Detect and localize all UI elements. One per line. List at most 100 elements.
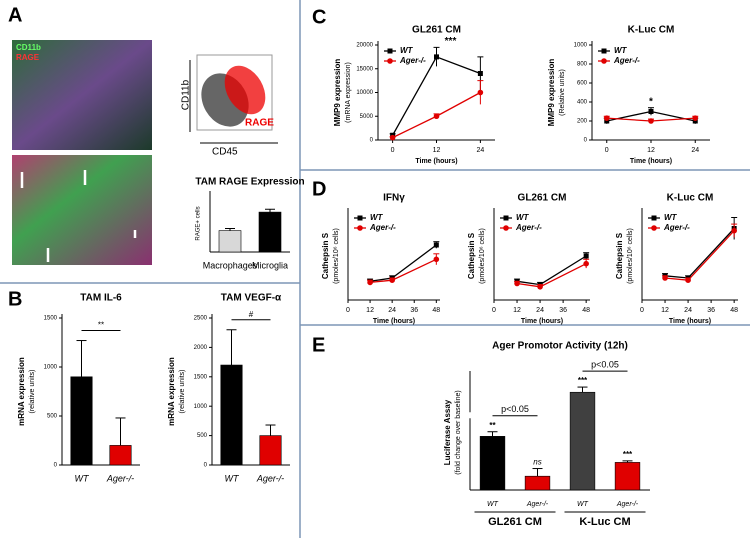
x-tick-label: 48 bbox=[582, 307, 590, 314]
chart-title: Ager Promotor Activity (12h) bbox=[492, 341, 628, 352]
chart-title: K-Luc CM bbox=[667, 193, 714, 204]
x-tick-label: 0 bbox=[492, 307, 496, 314]
y-tick-label: 0 bbox=[584, 138, 588, 144]
series-line bbox=[370, 258, 437, 284]
legend-marker bbox=[357, 225, 363, 231]
y-tick-label: 0 bbox=[204, 463, 208, 469]
series-line bbox=[664, 228, 735, 279]
bar bbox=[109, 445, 132, 466]
y-tick-label: 500 bbox=[197, 433, 208, 439]
y-tick-label: 1500 bbox=[44, 316, 58, 322]
x-tick-label: 24 bbox=[476, 147, 484, 154]
y-tick-label: 0 bbox=[370, 138, 374, 144]
flow-xlabel: CD45 bbox=[212, 147, 238, 158]
bar bbox=[220, 364, 243, 466]
y-axis-label: Luciferase Assay bbox=[443, 399, 452, 465]
bar bbox=[218, 230, 242, 253]
panel-label: E bbox=[312, 334, 325, 356]
x-tick-label: 24 bbox=[691, 147, 699, 154]
x-axis-label: Time (hours) bbox=[415, 158, 457, 165]
x-tick-label: WT bbox=[225, 473, 240, 483]
chart-title: IFNγ bbox=[383, 193, 405, 204]
series-line bbox=[369, 244, 437, 282]
panel-label: A bbox=[8, 4, 22, 26]
legend-label: WT bbox=[664, 213, 678, 222]
flow-plot bbox=[189, 54, 278, 144]
y-tick-label: 1000 bbox=[194, 404, 208, 410]
y-axis-label: (pmoles/10⁶ cells) bbox=[479, 228, 486, 284]
x-tick-label: 36 bbox=[410, 307, 418, 314]
group-label: GL261 CM bbox=[488, 516, 542, 528]
x-tick-label: Ager-/- bbox=[256, 473, 284, 483]
marker bbox=[583, 260, 589, 267]
x-tick-label: 24 bbox=[388, 307, 396, 314]
y-tick-label: 600 bbox=[577, 81, 588, 87]
legend-marker bbox=[601, 48, 607, 54]
legend-label: Ager-/- bbox=[515, 223, 542, 232]
y-axis-label: (pmoles/10⁶ cells) bbox=[627, 228, 634, 284]
chart-title: TAM RAGE Expression bbox=[195, 177, 304, 188]
x-tick-label: Ager-/- bbox=[526, 501, 549, 508]
y-axis-label: (relative units) bbox=[29, 370, 36, 414]
x-tick-label: Microglia bbox=[252, 260, 288, 270]
x-tick-label: 12 bbox=[513, 307, 521, 314]
marker bbox=[434, 54, 439, 60]
chart-title: TAM IL-6 bbox=[80, 293, 122, 304]
x-tick-label: 12 bbox=[647, 147, 655, 154]
chart-title: K-Luc CM bbox=[628, 25, 675, 36]
y-tick-label: 20000 bbox=[356, 43, 373, 49]
panel-label: C bbox=[312, 6, 326, 28]
marker bbox=[604, 118, 610, 124]
marker bbox=[731, 227, 737, 234]
stain-label: CD11b bbox=[16, 43, 41, 52]
bar bbox=[479, 436, 506, 491]
x-tick-label: 12 bbox=[366, 307, 374, 314]
y-axis-label: (Relative units) bbox=[559, 69, 566, 116]
x-tick-label: Ager-/- bbox=[106, 473, 134, 483]
legend-label: WT bbox=[614, 46, 628, 55]
significance-mark: *** bbox=[578, 376, 588, 385]
y-axis-label: Cathepsin S bbox=[467, 232, 476, 279]
x-tick-label: 48 bbox=[730, 307, 738, 314]
marker bbox=[583, 253, 589, 259]
significance-label: p<0.05 bbox=[591, 359, 619, 369]
marker bbox=[648, 109, 654, 114]
y-axis-label: MMP9 expression bbox=[547, 59, 556, 127]
y-axis-label: (mRNA expression) bbox=[345, 62, 352, 123]
x-tick-label: 24 bbox=[536, 307, 544, 314]
y-tick-label: 800 bbox=[577, 62, 588, 68]
x-axis-label: Time (hours) bbox=[669, 318, 711, 325]
marker bbox=[433, 113, 440, 120]
y-tick-label: 10000 bbox=[356, 90, 373, 96]
legend-label: WT bbox=[400, 46, 414, 55]
y-tick-label: 15000 bbox=[356, 66, 373, 72]
marker bbox=[389, 134, 396, 141]
y-tick-label: 1000 bbox=[574, 43, 588, 49]
y-tick-label: 200 bbox=[577, 119, 588, 125]
stain-label: RAGE bbox=[16, 53, 40, 62]
bar bbox=[259, 435, 282, 466]
marker bbox=[648, 118, 654, 124]
marker bbox=[477, 89, 484, 96]
chart-title: TAM VEGF-α bbox=[221, 293, 282, 304]
legend-label: Ager-/- bbox=[613, 56, 640, 65]
legend-marker bbox=[357, 215, 363, 221]
flow-ylabel: CD11b bbox=[181, 79, 192, 110]
bar bbox=[70, 376, 93, 466]
y-axis-label: MMP9 expression bbox=[333, 59, 342, 127]
series-line bbox=[392, 56, 481, 136]
legend-label: WT bbox=[516, 213, 530, 222]
arrows bbox=[20, 170, 137, 262]
x-tick-label: 12 bbox=[661, 307, 669, 314]
legend-label: Ager-/- bbox=[663, 223, 690, 232]
marker bbox=[433, 256, 440, 263]
annotation: * bbox=[649, 96, 653, 107]
legend-marker bbox=[601, 58, 607, 64]
y-tick-label: 2000 bbox=[194, 345, 208, 351]
panel-label: D bbox=[312, 178, 326, 200]
micrograph bbox=[12, 155, 152, 265]
legend-label: Ager-/- bbox=[399, 56, 426, 65]
flow-gate: RAGE bbox=[245, 118, 274, 129]
